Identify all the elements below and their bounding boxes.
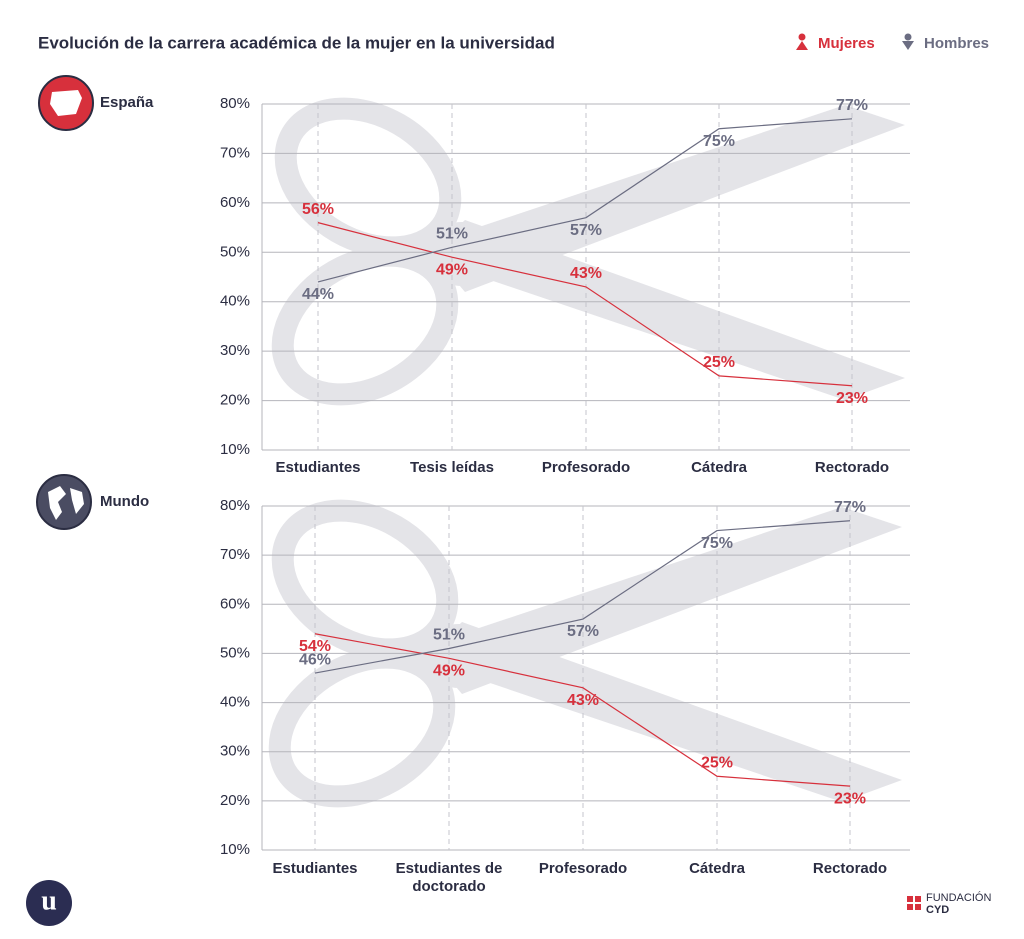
- series-line: [317, 222, 853, 387]
- globe-icon: [36, 474, 92, 530]
- brand-top: FUNDACIÓN: [926, 891, 991, 904]
- value-label: 49%: [436, 261, 468, 278]
- x-tick-label: Cátedra: [691, 459, 747, 476]
- legend-icon: [798, 33, 806, 41]
- region-title: Mundo: [100, 493, 149, 510]
- y-tick-label: 20%: [220, 392, 250, 409]
- value-label: 49%: [433, 663, 465, 680]
- value-label: 77%: [834, 499, 866, 516]
- y-tick-label: 60%: [220, 595, 250, 612]
- value-label: 77%: [836, 97, 868, 114]
- y-tick-label: 50%: [220, 644, 250, 661]
- scissors: [268, 499, 902, 808]
- x-tick-label: Tesis leídas: [410, 459, 494, 476]
- value-label: 51%: [436, 226, 468, 243]
- value-label: 43%: [567, 692, 599, 709]
- brand-mark: [915, 896, 921, 902]
- value-label: 56%: [302, 201, 334, 218]
- y-tick-label: 40%: [220, 293, 250, 310]
- value-label: 25%: [701, 755, 733, 772]
- legend-icon: [796, 41, 808, 50]
- logo-circle: [26, 880, 72, 926]
- series-line: [317, 118, 853, 283]
- y-tick-label: 40%: [220, 694, 250, 711]
- value-label: 75%: [701, 535, 733, 552]
- y-tick-label: 10%: [220, 841, 250, 858]
- x-tick-label: Estudiantes de doctorado: [395, 860, 503, 895]
- value-label: 75%: [703, 133, 735, 150]
- x-tick-label: Profesorado: [538, 860, 628, 877]
- page-title: Evolución de la carrera académica de la …: [38, 33, 555, 52]
- y-tick-label: 80%: [220, 497, 250, 514]
- value-label: 23%: [834, 790, 866, 807]
- brand-bottom: CYD: [926, 904, 949, 916]
- x-tick-label: Estudiantes: [272, 860, 358, 877]
- legend-icon: [904, 33, 912, 41]
- y-tick-label: 70%: [220, 144, 250, 161]
- brand-mark: [907, 896, 913, 902]
- value-label: 54%: [299, 638, 331, 655]
- y-tick-label: 20%: [220, 792, 250, 809]
- y-tick-label: 60%: [220, 194, 250, 211]
- value-label: 57%: [567, 623, 599, 640]
- value-label: 46%: [299, 651, 331, 668]
- y-tick-label: 70%: [220, 546, 250, 563]
- y-tick-label: 50%: [220, 243, 250, 260]
- y-tick-label: 10%: [220, 441, 250, 458]
- x-tick-label: Rectorado: [812, 860, 888, 877]
- x-tick-label: Profesorado: [541, 459, 631, 476]
- value-label: 23%: [836, 390, 868, 407]
- spain-shape: [50, 90, 82, 116]
- y-tick-label: 80%: [220, 95, 250, 112]
- region-title: España: [100, 94, 154, 111]
- y-tick-label: 30%: [220, 743, 250, 760]
- logo: u: [41, 885, 57, 916]
- scissors: [271, 97, 905, 406]
- x-tick-label: Estudiantes: [275, 459, 361, 476]
- legend-label: Hombres: [924, 35, 989, 52]
- value-label: 51%: [433, 627, 465, 644]
- brand-mark: [907, 904, 913, 910]
- x-tick-label: Cátedra: [689, 860, 745, 877]
- legend-icon: [902, 41, 914, 50]
- x-tick-label: Rectorado: [814, 459, 890, 476]
- brand-mark: [915, 904, 921, 910]
- y-tick-label: 30%: [220, 342, 250, 359]
- series-line: [314, 633, 851, 787]
- value-label: 43%: [570, 265, 602, 282]
- value-label: 44%: [302, 286, 334, 303]
- globe-shape: [48, 486, 84, 520]
- value-label: 25%: [703, 354, 735, 371]
- value-label: 57%: [570, 222, 602, 239]
- series-line: [314, 520, 851, 674]
- legend-label: Mujeres: [818, 35, 875, 52]
